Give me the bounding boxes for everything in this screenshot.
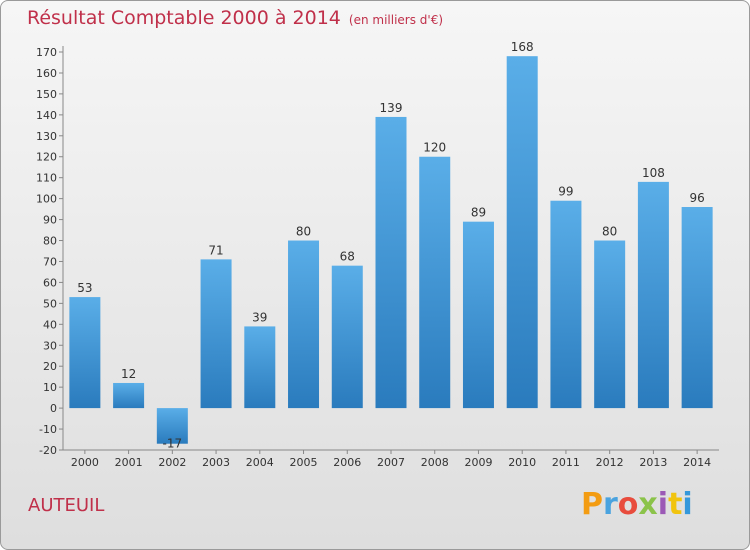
bar xyxy=(200,259,232,409)
logo-letter: t xyxy=(668,487,683,522)
x-tick-label: 2005 xyxy=(290,456,318,469)
logo-letter: x xyxy=(638,487,658,522)
x-tick-label: 2007 xyxy=(377,456,405,469)
x-tick-label: 2001 xyxy=(115,456,143,469)
bar-value-label: 108 xyxy=(642,166,665,180)
bar xyxy=(681,207,713,409)
logo-letter: P xyxy=(581,487,603,522)
bar-value-label: 96 xyxy=(689,191,704,205)
bar xyxy=(637,181,669,409)
x-tick-label: 2011 xyxy=(552,456,580,469)
logo-letter: o xyxy=(617,487,639,522)
bar-value-label: 80 xyxy=(296,225,311,239)
bar xyxy=(288,240,320,409)
x-tick-label: 2009 xyxy=(464,456,492,469)
x-tick-label: 2008 xyxy=(421,456,449,469)
bar-value-label: 139 xyxy=(380,101,403,115)
x-tick-label: 2000 xyxy=(71,456,99,469)
bar-value-label: 53 xyxy=(77,281,92,295)
y-tick-label: 100 xyxy=(36,193,57,206)
x-tick-label: 2002 xyxy=(158,456,186,469)
y-tick-label: -20 xyxy=(39,444,57,457)
y-tick-label: 10 xyxy=(43,381,57,394)
bar xyxy=(113,382,145,409)
y-tick-label: 150 xyxy=(36,88,57,101)
bar xyxy=(506,56,538,409)
y-tick-label: 90 xyxy=(43,214,57,227)
y-tick-label: 160 xyxy=(36,67,57,80)
y-tick-label: 170 xyxy=(36,46,57,59)
bar xyxy=(550,200,582,409)
y-tick-label: 0 xyxy=(50,402,57,415)
commune-name: AUTEUIL xyxy=(28,495,105,516)
x-tick-label: 2003 xyxy=(202,456,230,469)
bar xyxy=(594,240,626,409)
bar-value-label: 71 xyxy=(208,243,223,257)
y-tick-label: 30 xyxy=(43,339,57,352)
y-tick-label: 70 xyxy=(43,255,57,268)
x-tick-label: 2014 xyxy=(683,456,711,469)
bar xyxy=(462,221,494,409)
y-tick-label: 140 xyxy=(36,109,57,122)
y-tick-label: 60 xyxy=(43,276,57,289)
y-tick-label: 120 xyxy=(36,151,57,164)
bar xyxy=(69,297,101,409)
chart-title-text: Résultat Comptable 2000 à 2014 xyxy=(27,7,341,29)
bar-value-label: 99 xyxy=(558,185,573,199)
bar xyxy=(156,408,188,444)
bar xyxy=(375,116,407,409)
x-tick-label: 2013 xyxy=(639,456,667,469)
logo-letter: i xyxy=(657,487,669,522)
bar xyxy=(419,156,451,409)
bar-value-label: 39 xyxy=(252,310,267,324)
x-tick-label: 2012 xyxy=(596,456,624,469)
bar xyxy=(331,265,363,409)
x-tick-label: 2004 xyxy=(246,456,274,469)
bar-value-label: 68 xyxy=(340,250,355,264)
y-tick-label: 110 xyxy=(36,172,57,185)
chart-subtitle: (en milliers d'€) xyxy=(348,13,444,27)
bar-value-label: 120 xyxy=(423,141,446,155)
bar-value-label: 80 xyxy=(602,225,617,239)
y-tick-label: 40 xyxy=(43,318,57,331)
bar-value-label: -17 xyxy=(163,437,183,451)
bar-value-label: 168 xyxy=(511,40,534,54)
logo-letter: r xyxy=(603,487,618,522)
proxiti-logo[interactable]: Proxiti xyxy=(581,487,693,522)
y-tick-label: 50 xyxy=(43,297,57,310)
x-tick-label: 2006 xyxy=(333,456,361,469)
y-tick-label: 80 xyxy=(43,235,57,248)
bar xyxy=(244,326,276,409)
bar-value-label: 12 xyxy=(121,367,136,381)
bar-value-label: 89 xyxy=(471,206,486,220)
y-tick-label: 130 xyxy=(36,130,57,143)
y-tick-label: -10 xyxy=(39,423,57,436)
chart-title: Résultat Comptable 2000 à 2014 (en millie… xyxy=(27,7,443,29)
x-tick-label: 2010 xyxy=(508,456,536,469)
logo-letter: i xyxy=(682,487,693,522)
y-tick-label: 20 xyxy=(43,360,57,373)
